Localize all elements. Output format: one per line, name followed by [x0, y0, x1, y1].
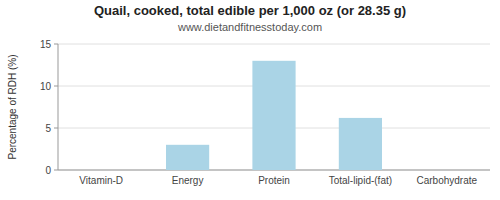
x-tick-label: Vitamin-D	[79, 175, 123, 186]
grid	[58, 44, 490, 170]
bar	[339, 118, 382, 170]
y-tick-label: 0	[45, 165, 51, 176]
x-tick-label: Carbohydrate	[417, 175, 478, 186]
grid-line	[58, 44, 490, 45]
y-axis-label: Percentage of RDH (%)	[7, 54, 18, 159]
chart-container: Quail, cooked, total edible per 1,000 oz…	[0, 0, 500, 200]
chart: Quail, cooked, total edible per 1,000 oz…	[0, 0, 500, 200]
y-axis-line	[58, 44, 59, 170]
x-tick-label: Total-lipid-(fat)	[329, 175, 392, 186]
y-tick-label: 5	[45, 123, 51, 134]
y-tick	[54, 86, 58, 87]
y-tick-label: 10	[40, 81, 52, 92]
bar	[166, 145, 209, 170]
bar	[80, 170, 123, 171]
title: Quail, cooked, total edible per 1,000 oz…	[94, 3, 406, 18]
bar	[252, 61, 295, 170]
bar	[425, 170, 468, 171]
subtitle: www.dietandfitnesstoday.com	[177, 21, 322, 33]
y-tick	[54, 44, 58, 45]
axes: 0 5 10 15 Vitamin-D Energy Protein Total-lipid-…	[40, 39, 490, 187]
y-tick-label: 15	[40, 39, 52, 50]
bars	[166, 61, 382, 170]
y-tick	[54, 170, 58, 171]
y-tick	[54, 128, 58, 129]
x-tick-label: Protein	[258, 175, 290, 186]
x-tick-label: Energy	[172, 175, 204, 186]
